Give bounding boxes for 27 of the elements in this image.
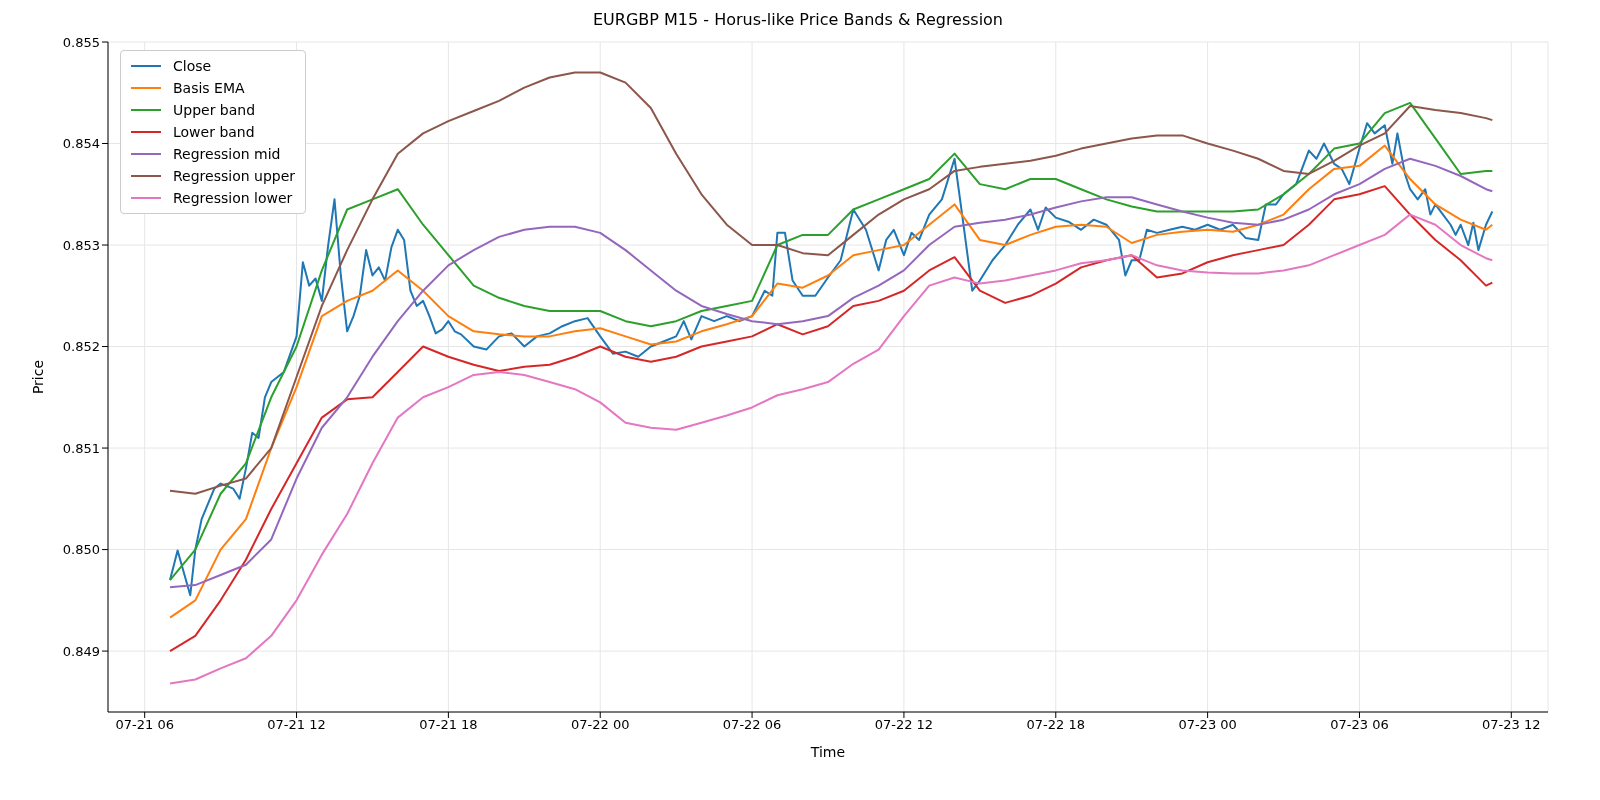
x-tick-label: 07-21 18 bbox=[419, 717, 478, 733]
x-tick-label: 07-22 00 bbox=[571, 717, 630, 733]
y-tick-label: 0.849 bbox=[62, 643, 100, 659]
x-tick-label: 07-22 12 bbox=[874, 717, 934, 733]
legend-label: Upper band bbox=[173, 101, 256, 120]
x-tick-label: 07-23 00 bbox=[1178, 717, 1237, 733]
x-tick-label: 07-22 06 bbox=[722, 717, 782, 733]
y-tick-label: 0.855 bbox=[62, 34, 100, 50]
y-tick-label: 0.851 bbox=[62, 440, 100, 456]
y-tick-label: 0.853 bbox=[62, 237, 100, 253]
x-tick-label: 07-22 18 bbox=[1026, 717, 1085, 733]
y-axis-title: Price bbox=[29, 359, 46, 395]
legend-label: Regression mid bbox=[173, 145, 281, 164]
x-tick-label: 07-21 12 bbox=[267, 717, 326, 733]
legend-label: Basis EMA bbox=[173, 79, 245, 98]
legend-label: Lower band bbox=[173, 123, 255, 142]
y-tick-label: 0.852 bbox=[62, 339, 100, 355]
y-tick-label: 0.850 bbox=[62, 542, 100, 558]
x-tick-label: 07-21 06 bbox=[115, 717, 174, 733]
legend-label: Regression upper bbox=[173, 167, 296, 186]
y-tick-label: 0.854 bbox=[62, 136, 100, 152]
legend-label: Close bbox=[173, 57, 212, 76]
legend-label: Regression lower bbox=[173, 189, 293, 208]
x-tick-label: 07-23 06 bbox=[1330, 717, 1389, 733]
x-tick-label: 07-23 12 bbox=[1482, 717, 1541, 733]
chart-title: EURGBP M15 - Horus-like Price Bands & Regression bbox=[592, 9, 1004, 31]
x-axis-title: Time bbox=[809, 744, 846, 760]
